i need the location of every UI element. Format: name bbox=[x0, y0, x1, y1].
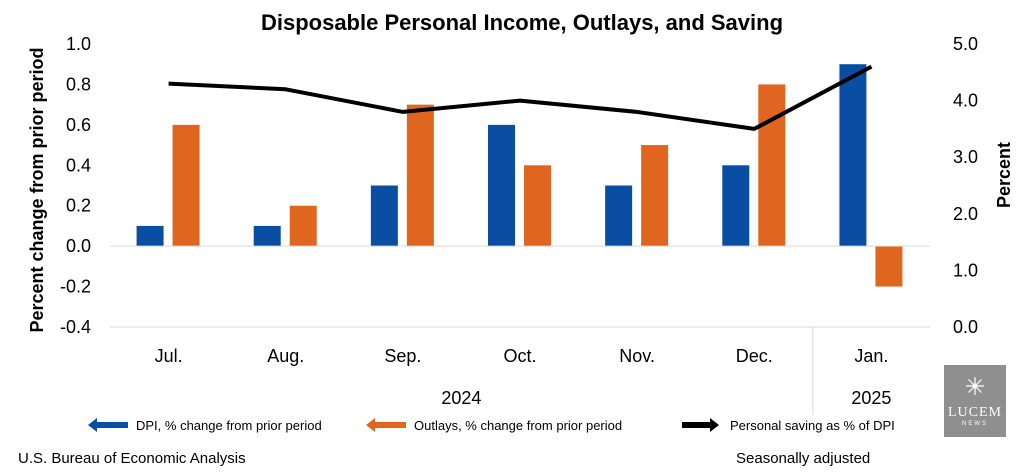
outlays-bar bbox=[758, 84, 786, 247]
adjustment-note: Seasonally adjusted bbox=[736, 450, 871, 467]
y-axis-label: Percent change from prior period bbox=[27, 47, 47, 332]
left-tick-labels: 1.0 0.8 0.6 0.4 0.2 0.0 -0.2 -0.4 bbox=[60, 34, 91, 337]
legend-arrow-outlays bbox=[366, 418, 406, 432]
right-tick-label: 0.0 bbox=[953, 317, 978, 337]
left-tick-label: 1.0 bbox=[66, 34, 91, 54]
right-tick-label: 2.0 bbox=[953, 204, 978, 224]
dpi-bar bbox=[488, 124, 515, 247]
year-label: 2024 bbox=[441, 388, 481, 408]
outlays-bar bbox=[289, 205, 317, 247]
outlays-bar bbox=[875, 246, 903, 287]
category-axis: Jul. Aug. Sep. Oct. Nov. Dec. Jan. 2024 2025 bbox=[110, 326, 930, 415]
legend-label: Outlays, % change from prior period bbox=[414, 418, 622, 433]
dpi-bar bbox=[839, 64, 867, 247]
left-tick-label: 0.2 bbox=[66, 196, 91, 216]
category-label: Nov. bbox=[619, 346, 655, 366]
logo-sub: NEWS bbox=[962, 421, 988, 427]
category-label: Jan. bbox=[854, 346, 888, 366]
right-tick-label: 1.0 bbox=[953, 260, 978, 280]
logo-word: LUCEM bbox=[948, 405, 1002, 420]
sunburst-icon bbox=[966, 377, 984, 395]
saving-line-layer bbox=[168, 64, 873, 131]
year-label: 2025 bbox=[851, 388, 891, 408]
dpi-bar bbox=[722, 165, 750, 247]
legend: DPI, % change from prior period Outlays, … bbox=[88, 418, 895, 433]
dpi-bar bbox=[605, 185, 633, 247]
source-note: U.S. Bureau of Economic Analysis bbox=[18, 450, 246, 467]
outlays-bar bbox=[641, 145, 669, 247]
category-label: Sep. bbox=[384, 346, 421, 366]
category-label: Oct. bbox=[503, 346, 536, 366]
dpi-bar bbox=[136, 225, 164, 247]
outlays-bar bbox=[172, 124, 200, 247]
category-label: Jul. bbox=[155, 346, 183, 366]
left-tick-label: 0.8 bbox=[66, 74, 91, 94]
lucem-news-logo: LUCEM NEWS bbox=[944, 365, 1006, 437]
y2-axis-label: Percent bbox=[994, 142, 1014, 208]
category-label: Dec. bbox=[736, 346, 773, 366]
legend-arrow-saving bbox=[682, 418, 719, 432]
left-tick-label: 0.4 bbox=[66, 155, 91, 175]
right-tick-label: 3.0 bbox=[953, 147, 978, 167]
right-tick-label: 5.0 bbox=[953, 34, 978, 54]
saving-rate-line bbox=[168, 64, 873, 131]
legend-label: Personal saving as % of DPI bbox=[730, 418, 895, 433]
dpi-bar bbox=[370, 185, 398, 247]
left-tick-label: 0.6 bbox=[66, 115, 91, 135]
right-tick-label: 4.0 bbox=[953, 91, 978, 111]
left-tick-label: -0.4 bbox=[60, 317, 91, 337]
right-tick-labels: 5.0 4.0 3.0 2.0 1.0 0.0 bbox=[953, 34, 978, 337]
left-tick-label: -0.2 bbox=[60, 277, 91, 297]
bars-layer bbox=[136, 64, 903, 287]
chart-title: Disposable Personal Income, Outlays, and… bbox=[261, 10, 783, 35]
legend-arrow-dpi bbox=[88, 418, 128, 432]
outlays-bar bbox=[406, 104, 434, 247]
left-tick-label: 0.0 bbox=[66, 236, 91, 256]
dpi-bar bbox=[253, 225, 281, 247]
legend-label: DPI, % change from prior period bbox=[136, 418, 322, 433]
outlays-bar bbox=[524, 165, 551, 247]
category-label: Aug. bbox=[267, 346, 304, 366]
